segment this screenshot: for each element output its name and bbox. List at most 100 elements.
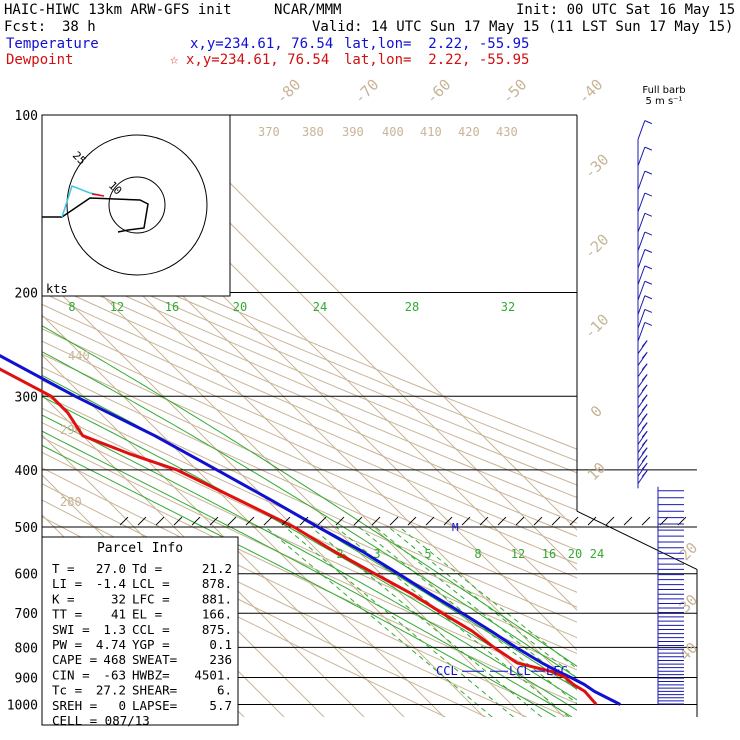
- wind-barb: [637, 249, 646, 269]
- wind-barb-flag: [641, 430, 648, 438]
- melting-label: M: [452, 521, 459, 534]
- theta-label: 430: [496, 125, 518, 139]
- hatch-mark: [425, 516, 435, 526]
- wind-barb-flag: [641, 439, 648, 446]
- wind-barb: [637, 281, 646, 301]
- hatch-mark: [335, 516, 345, 526]
- fcst-value: 38 h: [62, 19, 96, 35]
- dewpoint-star-icon: ☆: [170, 52, 179, 68]
- mixing-ratio-line: [265, 526, 493, 717]
- hatch-mark: [245, 516, 255, 526]
- dry-adiabat: [42, 236, 577, 462]
- mixing-ratio-line: [335, 526, 570, 717]
- temperature-profile: [0, 354, 621, 706]
- wind-barb-flag: [644, 120, 653, 125]
- wind-barb-flag: [641, 404, 648, 411]
- pressure-label: 400: [15, 464, 38, 479]
- hatch-mark: [155, 516, 165, 526]
- mixing-ratio-label: 32: [501, 300, 515, 314]
- pressure-label: 100: [15, 109, 38, 124]
- hatch-mark: [569, 516, 579, 526]
- isotherm: [42, 394, 365, 717]
- hatch-mark: [479, 516, 489, 526]
- parcel-row-value: 32: [111, 591, 126, 606]
- parcel-row-key2: LAPSE=: [132, 698, 177, 713]
- hatch-mark: [389, 516, 399, 526]
- wind-barb-flag: [644, 295, 653, 300]
- hodograph-trace-top: [91, 193, 105, 197]
- hatch-mark: [263, 516, 273, 526]
- hatch-mark: [605, 516, 615, 526]
- parcel-row-value2: 878.: [202, 576, 232, 591]
- dry-adiabat: [42, 422, 577, 671]
- temperature-xy: x,y=234.61, 76.54: [190, 36, 334, 52]
- dry-adiabat: [42, 257, 577, 486]
- hodograph-ring-25: [66, 134, 208, 276]
- wind-barb-flag: [644, 231, 653, 236]
- hatch-mark: [227, 516, 237, 526]
- dewpoint-profile: [0, 367, 598, 706]
- moist-adiabat: [42, 430, 573, 717]
- mixing-ratio-label: 8: [474, 547, 481, 561]
- dry-adiabat: [42, 393, 577, 639]
- pressure-label: 1000: [7, 699, 38, 714]
- theta-label: 370: [258, 125, 280, 139]
- hatch-mark: [623, 516, 633, 526]
- mixing-ratio-label: 16: [542, 547, 556, 561]
- wind-barb-flag: [644, 280, 653, 285]
- parcel-info-frame: [41, 536, 239, 726]
- wind-barb-flag: [641, 422, 648, 429]
- hatch-mark: [191, 516, 201, 526]
- parcel-row-key2: Td =: [132, 561, 162, 576]
- mixing-ratio-line: [399, 526, 577, 670]
- parcel-row-key2: LCL =: [132, 576, 170, 591]
- parcel-row-key2: HWBZ=: [132, 667, 170, 682]
- theta-label: 380: [302, 125, 324, 139]
- wind-barb-flag: [641, 352, 648, 359]
- wind-barb: [637, 265, 646, 285]
- parcel-row-value2: 5.7: [209, 698, 232, 713]
- dry-adiabat: [42, 246, 577, 474]
- mixing-ratio-line: [284, 526, 514, 717]
- hatch-mark: [173, 516, 183, 526]
- isotherm-label: -30: [581, 151, 613, 183]
- parcel-row-value: 0: [118, 698, 126, 713]
- dewpoint-latlon: lat,lon= 2.22, -55.95: [344, 52, 530, 68]
- isotherm-label: -70: [351, 76, 383, 108]
- mixing-ratio-label: 12: [511, 547, 525, 561]
- moist-adiabat: [42, 395, 577, 701]
- parcel-row-key: K =: [52, 591, 75, 606]
- wind-barb-flag: [644, 249, 653, 253]
- temperature-latlon: lat,lon= 2.22, -55.95: [344, 36, 530, 52]
- init-time: Init: 00 UTC Sat 16 May 15: [516, 2, 736, 18]
- parcel-row-key: TT =: [52, 607, 82, 622]
- wind-barb-flag: [641, 413, 648, 421]
- dry-adiabat: [42, 280, 577, 511]
- parcel-row-value2: 236: [209, 652, 232, 667]
- moist-adiabat: [42, 374, 577, 690]
- hatch-mark: [551, 516, 561, 526]
- mixing-ratio-label: 5: [424, 547, 431, 561]
- parcel-row-key2: YGP =: [132, 637, 170, 652]
- mixing-ratio-label: 12: [110, 300, 124, 314]
- isotherm: [161, 115, 577, 531]
- mixing-ratio-label: 28: [405, 300, 419, 314]
- wind-barb: [637, 192, 646, 213]
- isotherm-label: -10: [581, 311, 613, 343]
- temperature-legend: Temperature: [6, 36, 99, 52]
- parcel-row-key: PW =: [52, 637, 82, 652]
- hatch-mark: [497, 516, 507, 526]
- isotherm-label: -80: [273, 76, 305, 108]
- barb-header-line1: Full barb: [642, 85, 685, 96]
- wind-barb-flag: [644, 170, 653, 175]
- parcel-row-key2: EL =: [132, 607, 162, 622]
- parcel-info-box: [41, 536, 239, 726]
- parcel-row-value: -63: [103, 667, 126, 682]
- parcel-row-key: LI =: [52, 576, 82, 591]
- wind-barb-flag: [644, 146, 653, 151]
- wind-barb-flag: [641, 470, 648, 477]
- wind-barb-flag: [644, 265, 653, 270]
- isotherm-label: -60: [423, 76, 455, 108]
- hatch-mark: [587, 516, 597, 526]
- parcel-row-key: Tc =: [52, 683, 82, 698]
